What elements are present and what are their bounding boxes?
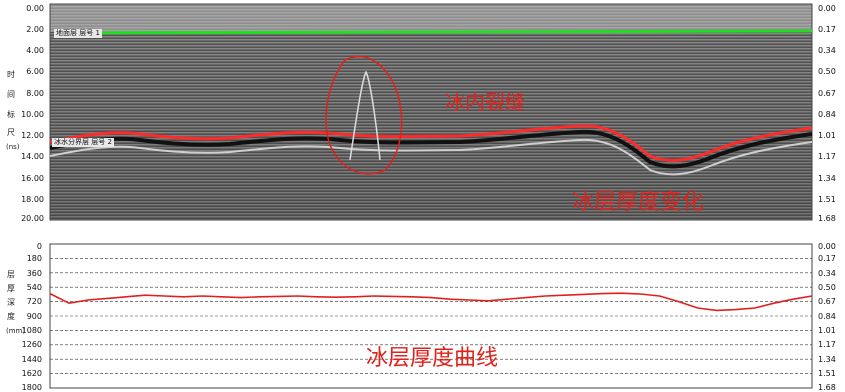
axis-tick-label: 0.00 [818, 4, 836, 13]
axis-tick-label: 14.00 [21, 152, 44, 161]
axis-tick-label: 1.34 [818, 355, 836, 364]
axis-tick-label: 8.00 [26, 89, 44, 98]
axis-tick-label: 1.68 [818, 214, 836, 223]
axis-tick-label: 0.00 [26, 4, 44, 13]
axis-tick-label: 0.67 [818, 89, 836, 98]
radargram-vertical-title: 时 间 标 尺 (ns) [6, 70, 20, 152]
title-char: (ns) [6, 143, 20, 151]
radargram-left-axis: 0.00 2.00 4.00 6.00 8.00 10.00 12.00 14.… [4, 4, 44, 224]
axis-tick-label: 0.00 [818, 242, 836, 251]
axis-tick-label: 1.17 [818, 340, 836, 349]
axis-tick-label: 1.01 [818, 326, 836, 335]
axis-tick-label: 720 [26, 297, 42, 306]
axis-tick-label: 0 [36, 242, 42, 251]
title-char: 深 [7, 298, 15, 307]
axis-tick-label: 900 [26, 312, 42, 321]
annotation-thickness-change: 冰层厚度变化 [572, 190, 705, 215]
axis-tick-label: 0.17 [818, 25, 836, 34]
curve-grid [50, 258, 812, 374]
annotation-crack: 冰内裂缝 [445, 90, 525, 114]
radargram-panel: 0.00 2.00 4.00 6.00 8.00 10.00 12.00 14.… [4, 3, 845, 224]
surface-layer-line [54, 29, 813, 35]
axis-tick-label: 1.34 [818, 174, 836, 183]
curve-right-axis: 0.00 0.17 0.34 0.50 0.67 0.84 1.01 1.17 … [818, 242, 845, 392]
annotation-thickness-curve: 冰层厚度曲线 [366, 346, 499, 371]
axis-tick-label: 0.67 [818, 297, 836, 306]
axis-tick-label: 2.00 [26, 25, 44, 34]
thickness-curve-chart [49, 243, 813, 389]
axis-tick-label: 10.00 [21, 110, 44, 119]
axis-tick-label: 0.84 [818, 312, 836, 321]
axis-tick-label: 540 [26, 283, 42, 292]
axis-tick-label: 1.01 [818, 131, 836, 140]
title-char: 时 [7, 70, 15, 79]
axis-tick-label: 16.00 [21, 174, 44, 183]
title-char: 间 [7, 90, 15, 99]
thickness-curve-line [49, 292, 813, 312]
crack-circle [325, 55, 403, 175]
axis-tick-label: 1620 [21, 369, 42, 378]
axis-tick-label: 4.00 [26, 46, 44, 55]
radargram-right-axis: 0.00 0.17 0.34 0.50 0.67 0.84 1.01 1.17 … [818, 4, 845, 224]
axis-tick-label: 12.00 [21, 131, 44, 140]
radargram-image [49, 3, 813, 221]
axis-tick-label: 0.50 [818, 67, 836, 76]
thickness-curve-panel: 0 180 360 540 720 900 1080 1260 1440 162… [0, 240, 845, 392]
title-char: 度 [7, 312, 15, 321]
crack-signal [349, 70, 381, 161]
axis-tick-label: 0.50 [818, 283, 836, 292]
axis-tick-label: 1440 [21, 355, 42, 364]
axis-tick-label: 1080 [21, 326, 42, 335]
axis-tick-label: 1.17 [818, 152, 836, 161]
axis-tick-label: 1.51 [818, 195, 836, 204]
layer-tag-surface: 地面层 层号 1 [54, 29, 102, 38]
axis-tick-label: 0.17 [818, 254, 836, 263]
title-char: (mm) [6, 327, 26, 335]
axis-tick-label: 0.34 [818, 46, 836, 55]
title-char: 层 [7, 270, 15, 279]
axis-tick-label: 1.68 [818, 383, 836, 392]
title-char: 厚 [7, 284, 15, 293]
layer-tag-ice-water: 冰水分界层 层号 2 [52, 138, 114, 147]
axis-tick-label: 1.51 [818, 369, 836, 378]
axis-tick-label: 180 [26, 254, 42, 263]
axis-tick-label: 18.00 [21, 195, 44, 204]
ice-layer-line [49, 124, 813, 162]
title-char: 尺 [7, 128, 15, 137]
axis-tick-label: 1800 [21, 383, 42, 392]
curve-left-axis: 0 180 360 540 720 900 1080 1260 1440 162… [4, 242, 42, 392]
curve-vertical-title: 层 厚 深 度 (mm) [6, 270, 26, 336]
axis-tick-label: 6.00 [26, 67, 44, 76]
axis-tick-label: 360 [26, 269, 42, 278]
axis-tick-label: 1260 [21, 340, 42, 349]
axis-tick-label: 0.34 [818, 269, 836, 278]
title-char: 标 [7, 110, 15, 119]
axis-tick-label: 20.00 [21, 214, 44, 223]
axis-tick-label: 0.84 [818, 110, 836, 119]
